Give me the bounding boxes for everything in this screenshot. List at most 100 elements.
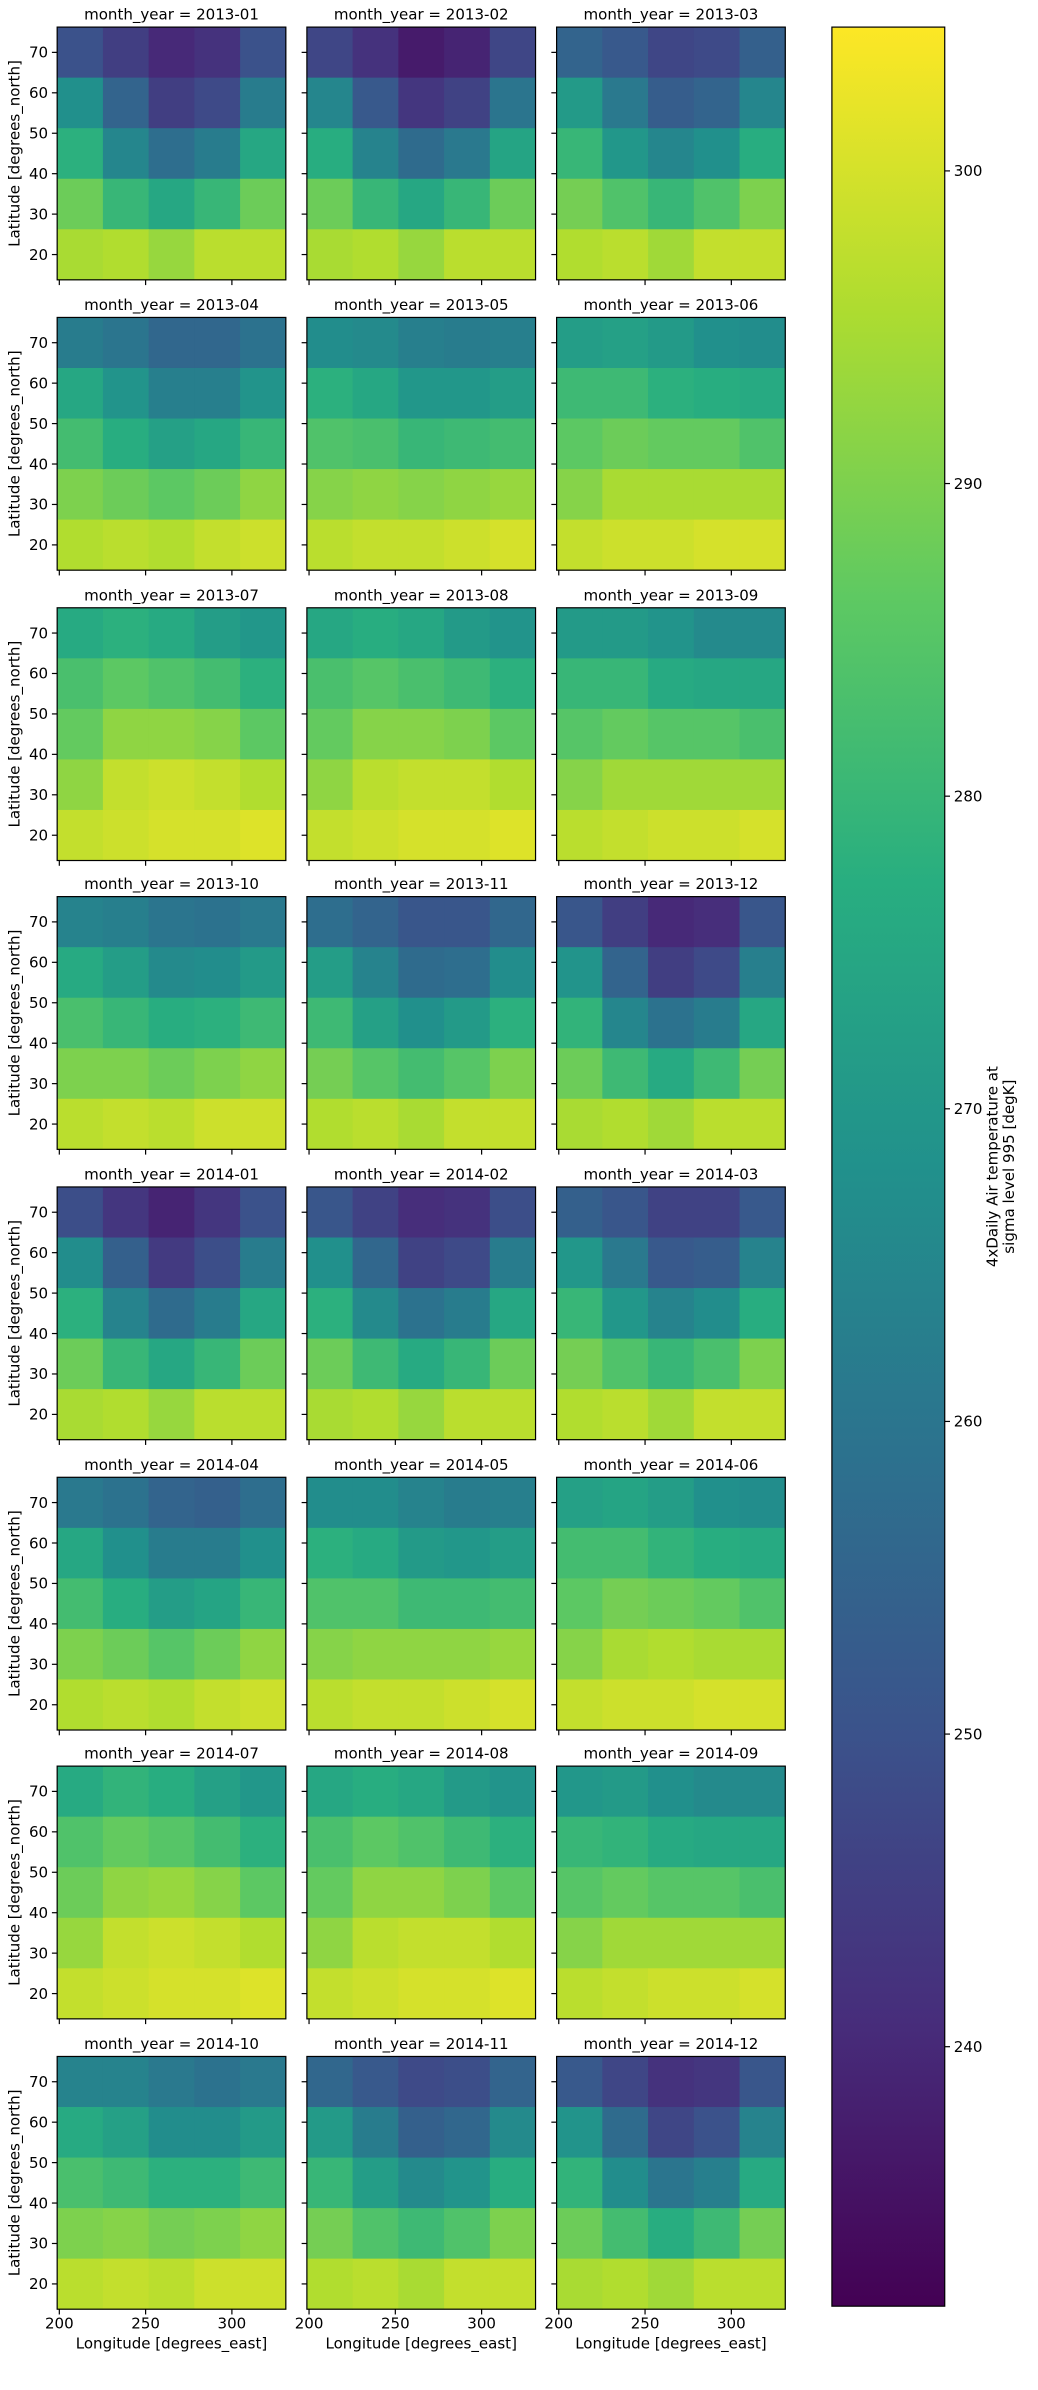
heat-cell: [602, 1968, 649, 2020]
heat-cell: [102, 367, 150, 419]
heat-cell: [489, 77, 536, 129]
heat-cell: [306, 1816, 354, 1868]
y-tick-label: 40: [29, 1615, 48, 1633]
heat-cell: [602, 77, 649, 129]
heat-cell: [556, 1338, 603, 1390]
heat-cell: [57, 607, 104, 659]
heat-cell: [739, 469, 786, 521]
heat-cell: [739, 1766, 786, 1818]
y-axis-label: Latitude [degrees_north]: [6, 1220, 25, 1407]
heat-cell: [194, 128, 241, 180]
heat-cell: [489, 1578, 536, 1630]
heat-cell: [739, 317, 786, 369]
heat-cell: [194, 1679, 241, 1731]
panel-frame: [556, 896, 786, 1150]
y-tick-label: 70: [29, 334, 48, 352]
heat-cell: [148, 658, 195, 710]
heat-cell: [352, 997, 399, 1049]
heat-cell: [57, 1338, 104, 1390]
heat-cell: [148, 708, 195, 760]
heat-cell: [102, 607, 150, 659]
heat-cell: [102, 229, 150, 281]
heat-cell: [352, 607, 399, 659]
heat-cell: [306, 317, 354, 369]
heat-cell: [306, 229, 354, 281]
y-tick-label: 40: [29, 746, 48, 764]
heat-cell: [398, 2056, 445, 2108]
heat-cell: [194, 2258, 241, 2310]
heat-cell: [489, 947, 536, 999]
heat-cell: [57, 997, 104, 1049]
heat-cell: [602, 1766, 649, 1818]
heat-cell: [398, 1338, 445, 1390]
heat-cell: [352, 1766, 399, 1818]
heat-cell: [648, 27, 695, 79]
heat-cell: [739, 367, 786, 419]
heat-cell: [306, 1048, 354, 1100]
heat-cell: [602, 1098, 649, 1150]
heat-cell: [306, 997, 354, 1049]
heat-cell: [602, 1288, 649, 1340]
heat-cell: [352, 2107, 399, 2159]
heat-cell: [57, 896, 104, 948]
heat-cell: [194, 1917, 241, 1969]
heat-cell: [444, 1867, 491, 1919]
heat-cell: [194, 317, 241, 369]
y-tick-label: 40: [29, 1034, 48, 1052]
panel-frame: [556, 26, 786, 281]
heat-cell: [352, 1048, 399, 1100]
heat-cell: [194, 178, 241, 230]
heat-cell: [240, 759, 287, 811]
heat-cell: [398, 2107, 445, 2159]
heat-cell: [648, 1816, 695, 1868]
heat-cell: [352, 519, 399, 571]
heat-cell: [398, 1477, 445, 1529]
panel-title: month_year = 2014-12: [584, 2035, 759, 2054]
heat-cell: [57, 759, 104, 811]
heat-cell: [148, 2056, 195, 2108]
heat-cell: [352, 2258, 399, 2310]
heat-cell: [148, 418, 195, 470]
heat-cell: [693, 896, 740, 948]
heat-cell: [648, 317, 695, 369]
heat-cell: [556, 229, 603, 281]
heat-cell: [602, 229, 649, 281]
heat-cell: [398, 2258, 445, 2310]
panel-frame: [556, 607, 786, 862]
heat-cell: [648, 77, 695, 129]
heat-cell: [352, 469, 399, 521]
heat-cell: [489, 178, 536, 230]
y-tick-label: 60: [29, 665, 48, 683]
heat-cell: [148, 2107, 195, 2159]
heat-cell: [648, 2157, 695, 2209]
heat-cell: [489, 1098, 536, 1150]
heat-cell: [306, 1389, 354, 1441]
heat-cell: [398, 1186, 445, 1238]
heat-cell: [398, 607, 445, 659]
heat-cell: [602, 2056, 649, 2108]
heat-cell: [148, 367, 195, 419]
heat-cell: [194, 77, 241, 129]
heat-cell: [398, 1237, 445, 1289]
colorbar-label: 4xDaily Air temperature at: [983, 1066, 1001, 1267]
heat-cell: [194, 759, 241, 811]
heat-cell: [306, 519, 354, 571]
heat-cell: [398, 896, 445, 948]
heat-cell: [648, 1338, 695, 1390]
heat-cell: [602, 759, 649, 811]
heat-cell: [444, 997, 491, 1049]
heat-cell: [194, 1477, 241, 1529]
y-tick-label: 20: [29, 827, 48, 845]
heat-cell: [240, 469, 287, 521]
panel-title: month_year = 2013-01: [84, 6, 259, 25]
heat-cell: [240, 896, 287, 948]
heat-cell: [556, 1288, 603, 1340]
y-tick-label: 60: [29, 1823, 48, 1841]
heat-cell: [352, 2157, 399, 2209]
heat-cell: [102, 27, 150, 79]
heat-cell: [739, 1477, 786, 1529]
heat-cell: [398, 809, 445, 861]
heat-cell: [556, 997, 603, 1049]
panel-frame: [56, 1186, 287, 1441]
